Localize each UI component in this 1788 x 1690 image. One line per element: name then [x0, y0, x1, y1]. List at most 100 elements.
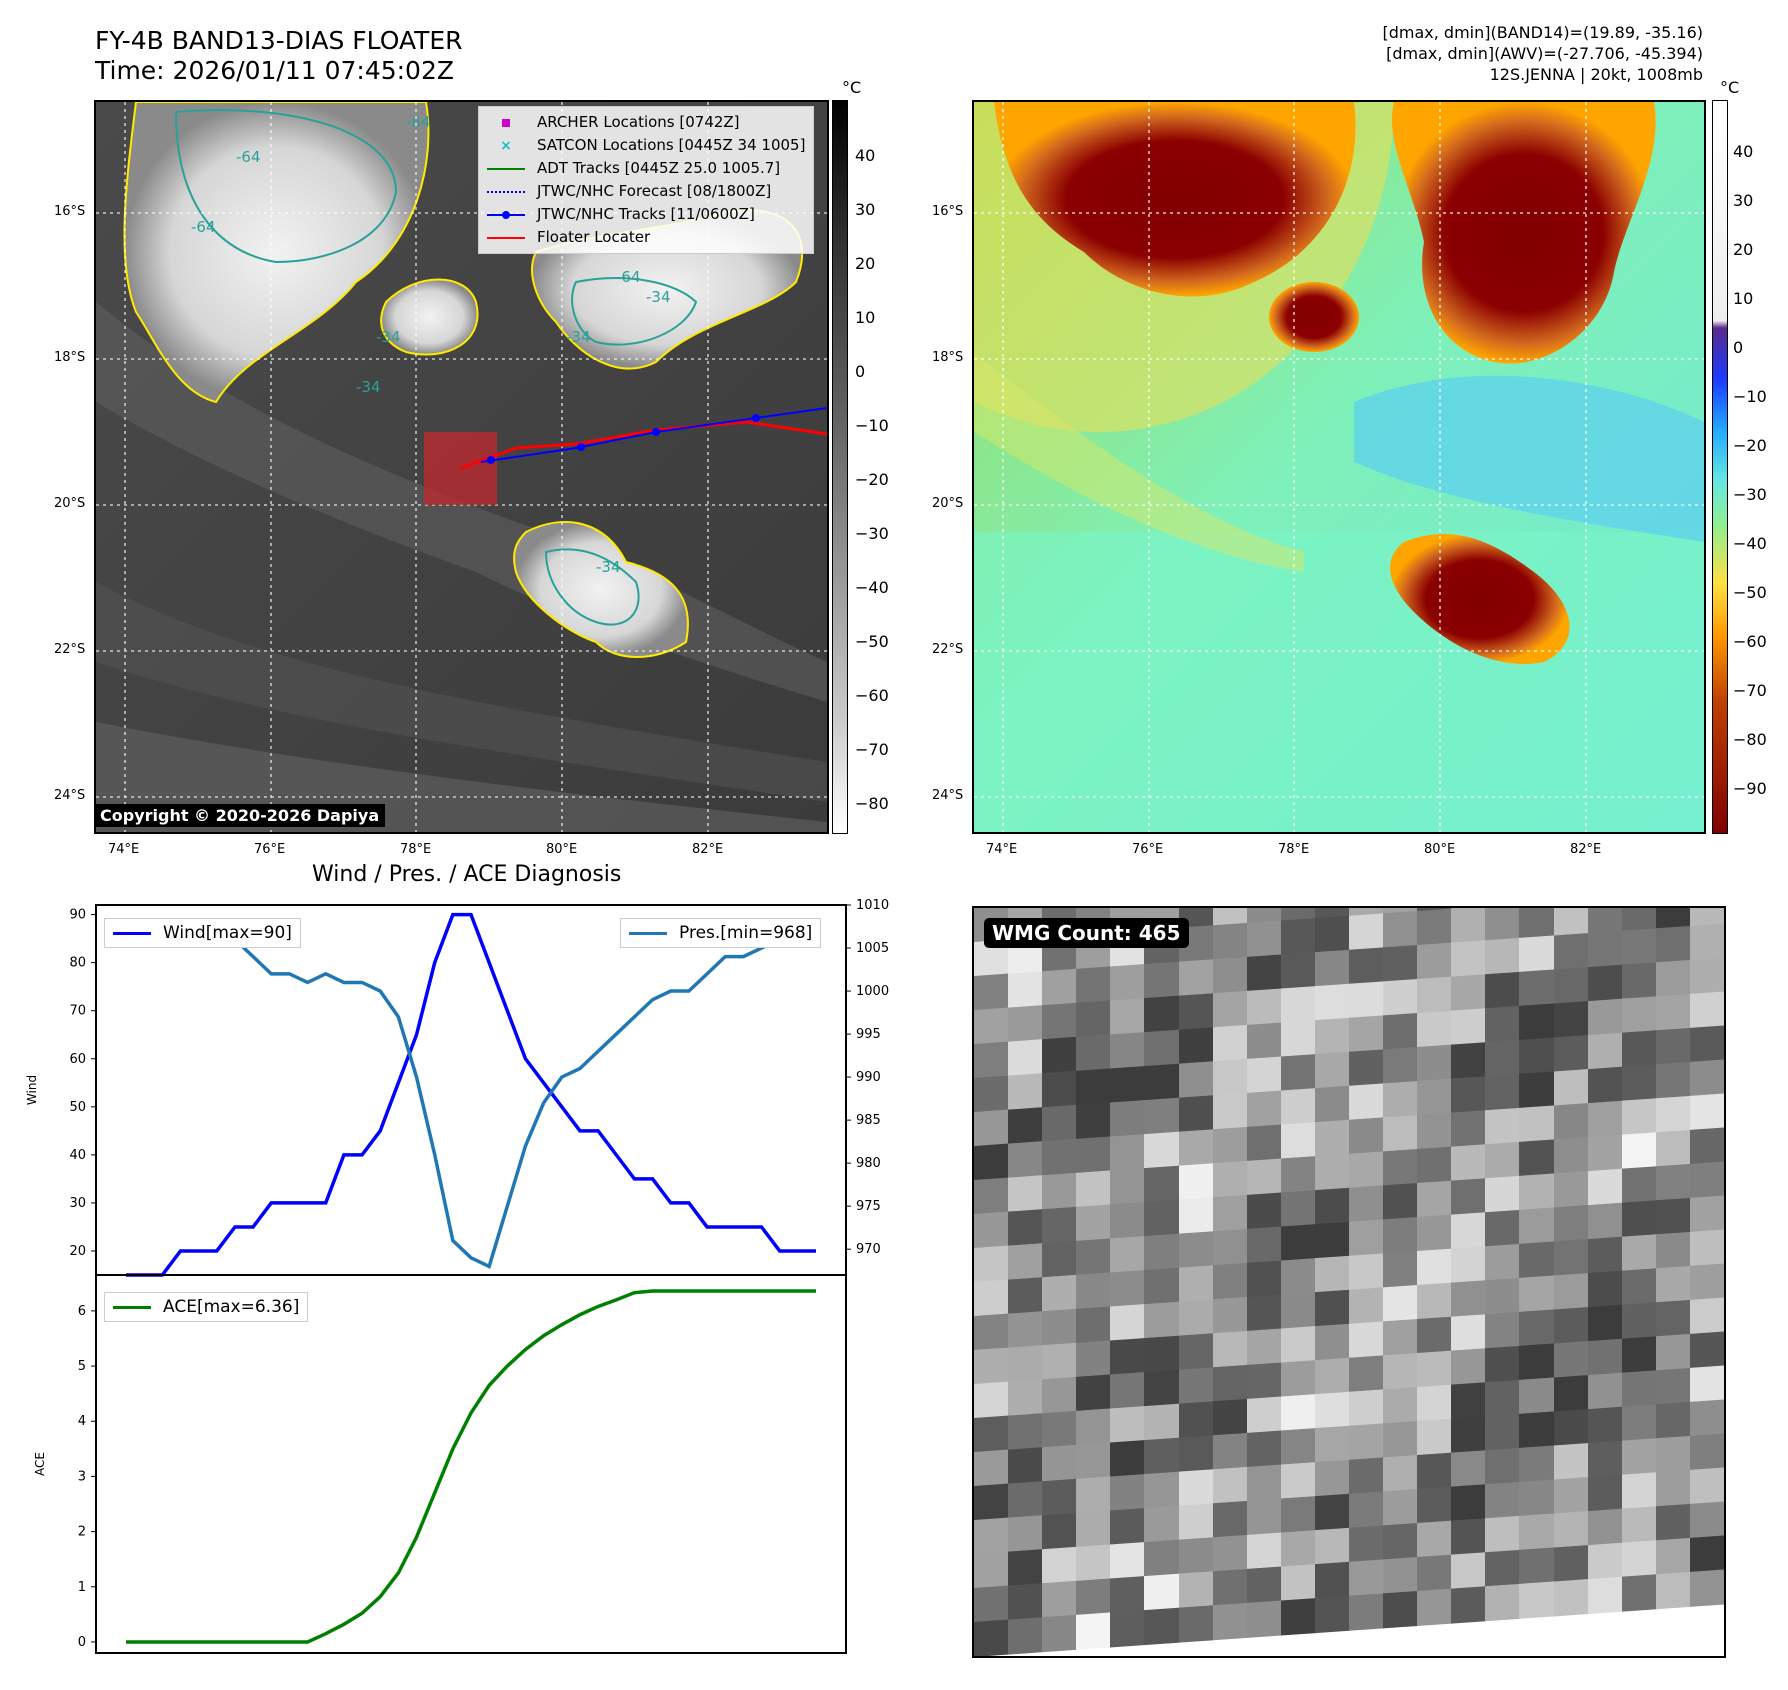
contour-label: -64 — [616, 268, 641, 286]
contour-label: -34 — [566, 328, 591, 346]
wmg-pixel — [1553, 1341, 1589, 1379]
wmg-pixel — [1587, 1474, 1623, 1513]
wmg-pixel — [1519, 1173, 1555, 1211]
pressure-tick-label: 985 — [856, 1113, 881, 1128]
wmg-pixel — [1587, 1270, 1623, 1309]
wmg-pixel — [1553, 933, 1589, 971]
wmg-pixel — [1042, 1002, 1078, 1041]
wmg-pixel — [1212, 1092, 1248, 1131]
wmg-pixel — [974, 1279, 1010, 1317]
wmg-pixel — [1485, 1141, 1521, 1180]
wmg-pixel — [1110, 1406, 1146, 1444]
wmg-pixel — [1144, 1267, 1180, 1306]
wmg-pixel — [1246, 1192, 1282, 1230]
wmg-pixel — [1008, 1481, 1044, 1519]
wmg-pixel — [1314, 1017, 1350, 1056]
wmg-pixel — [1178, 1469, 1214, 1507]
wmg-pixel — [1280, 952, 1316, 990]
wmg-pixel — [1280, 1224, 1316, 1262]
wmg-pixel — [974, 1449, 1010, 1487]
wmg-pixel — [1144, 961, 1180, 1000]
wmg-pixel — [1689, 1433, 1724, 1471]
ace-legend: ACE[max=6.36] — [104, 1292, 309, 1322]
wmg-pixel — [1042, 1580, 1078, 1619]
wmg-pixel — [1178, 993, 1214, 1031]
wmg-pixel — [1042, 1274, 1078, 1313]
wmg-pixel — [1144, 1029, 1180, 1068]
wmg-pixel — [1246, 1532, 1282, 1570]
wmg-pixel — [1042, 1444, 1078, 1483]
wmg-pixel — [1042, 1104, 1078, 1143]
wind-tick-label: 30 — [69, 1196, 86, 1211]
wmg-pixel — [1076, 1510, 1112, 1548]
wmg-pixel — [1212, 1432, 1248, 1471]
wmg-pixel — [1349, 1253, 1385, 1291]
wmg-pixel — [1417, 1282, 1453, 1321]
wmg-pixel — [1110, 1440, 1146, 1478]
wmg-pixel — [1689, 1263, 1724, 1301]
wmg-pixel — [1178, 1061, 1214, 1099]
wmg-pixel — [1314, 1459, 1350, 1498]
wmg-pixel — [1144, 1539, 1180, 1578]
wmg-pixel — [1655, 993, 1691, 1032]
awv-range: [dmax, dmin](AWV)=(-27.706, -45.394) — [1386, 44, 1703, 63]
wmg-pixel — [1280, 1292, 1316, 1330]
wmg-pixel — [974, 1585, 1010, 1623]
wmg-pixel — [1349, 1457, 1385, 1495]
wmg-pixel — [1553, 1137, 1589, 1175]
wind-plot-frame — [95, 904, 847, 1276]
wmg-pixel — [1212, 1024, 1248, 1063]
wmg-pixel — [1144, 1335, 1180, 1374]
wmg-pixel — [1042, 1546, 1078, 1585]
wmg-pixel — [1144, 1301, 1180, 1340]
wmg-pixel — [1246, 920, 1282, 958]
wmg-pixel — [1451, 1586, 1487, 1624]
wmg-image — [974, 908, 1724, 1656]
wmg-pixel — [1383, 1046, 1419, 1085]
x-marker-icon: × — [500, 137, 512, 154]
wmg-pixel — [1587, 1338, 1623, 1377]
wind-pressure-plot: 20 30 40 50 60 70 80 90 970 975 980 985 990 995 1000 10… — [25, 898, 889, 1277]
wmg-pixel — [1178, 959, 1214, 997]
wmg-pixel — [1178, 1231, 1214, 1269]
wmg-pixel — [1655, 1231, 1691, 1270]
wmg-pixel — [1076, 1408, 1112, 1446]
wmg-pixel — [1553, 908, 1589, 937]
ace-tick-label: 2 — [78, 1525, 86, 1540]
wmg-pixel — [1110, 1236, 1146, 1274]
wv-map-panel — [972, 100, 1706, 834]
ace-tick-label: 5 — [78, 1359, 86, 1374]
jtwc-track-points — [487, 414, 760, 464]
ir-colorbar — [832, 100, 848, 834]
wmg-pixel — [1110, 1610, 1146, 1648]
lat-label: 16°S — [932, 204, 964, 219]
wmg-pixel — [1519, 1343, 1555, 1381]
wmg-pixel — [1076, 1442, 1112, 1480]
wmg-pixel — [1246, 1260, 1282, 1298]
wmg-pixel — [1314, 915, 1350, 954]
wmg-pixel — [1246, 1600, 1282, 1638]
wmg-pixel — [1689, 1229, 1724, 1267]
wmg-pixel — [974, 1619, 1010, 1656]
wind-tick-label: 60 — [69, 1052, 86, 1067]
wmg-pixel — [1383, 1556, 1419, 1595]
lat-label: 24°S — [932, 788, 964, 803]
wmg-pixel — [1519, 969, 1555, 1007]
wmg-pixel — [1314, 1357, 1350, 1396]
contour-label: -34 — [646, 288, 671, 306]
wmg-pixel — [1349, 1117, 1385, 1155]
pressure-line-icon — [629, 926, 667, 940]
wmg-pixel — [1349, 1389, 1385, 1427]
wmg-pixel — [1212, 1568, 1248, 1607]
wmg-pixel — [974, 1381, 1010, 1419]
wmg-pixel — [1349, 1287, 1385, 1325]
wmg-pixel — [1314, 1595, 1350, 1634]
wmg-pixel — [1008, 1345, 1044, 1383]
wmg-pixel — [1008, 1447, 1044, 1485]
wmg-pixel — [1417, 1384, 1453, 1423]
wmg-pixel — [974, 1483, 1010, 1521]
wmg-pixel — [1280, 918, 1316, 956]
wmg-pixel — [1314, 1085, 1350, 1124]
wmg-pixel — [1246, 1056, 1282, 1094]
wmg-pixel — [1246, 1430, 1282, 1468]
